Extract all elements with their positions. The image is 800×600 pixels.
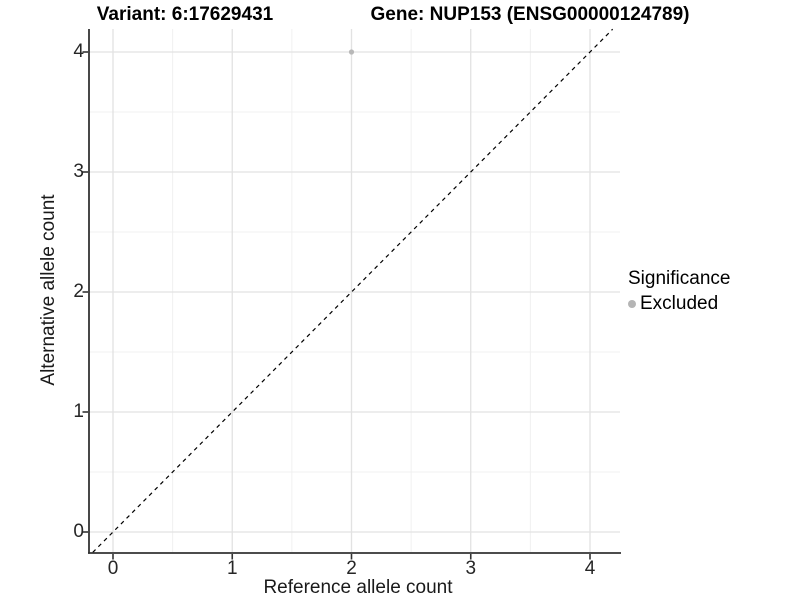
legend-title: Significance bbox=[628, 268, 731, 289]
y-tick-label: 1 bbox=[73, 401, 84, 422]
x-tick-label: 4 bbox=[584, 558, 596, 579]
y-tick-label: 0 bbox=[73, 521, 84, 542]
plot-title-variant: Variant: 6:17629431 bbox=[96, 4, 274, 25]
x-tick-label: 2 bbox=[346, 558, 357, 579]
x-tick-label: 0 bbox=[107, 558, 119, 579]
legend-entry-label: Excluded bbox=[640, 293, 719, 314]
legend-entry-excluded: Excluded bbox=[628, 293, 730, 315]
identity-dashed-line bbox=[92, 28, 614, 553]
x-tick-label: 1 bbox=[226, 558, 238, 579]
data-point-excluded bbox=[348, 49, 355, 55]
plot-title-gene: Gene: NUP153 (ENSG00000124789) bbox=[370, 4, 690, 25]
x-axis-title: Reference allele count bbox=[263, 577, 453, 598]
excluded-point-icon bbox=[628, 300, 636, 308]
legend: Significance Excluded bbox=[628, 268, 730, 315]
y-tick-label: 3 bbox=[73, 161, 84, 182]
y-tick-label: 4 bbox=[73, 41, 84, 62]
x-tick-label: 3 bbox=[465, 558, 477, 579]
y-tick-label: 2 bbox=[73, 281, 84, 302]
